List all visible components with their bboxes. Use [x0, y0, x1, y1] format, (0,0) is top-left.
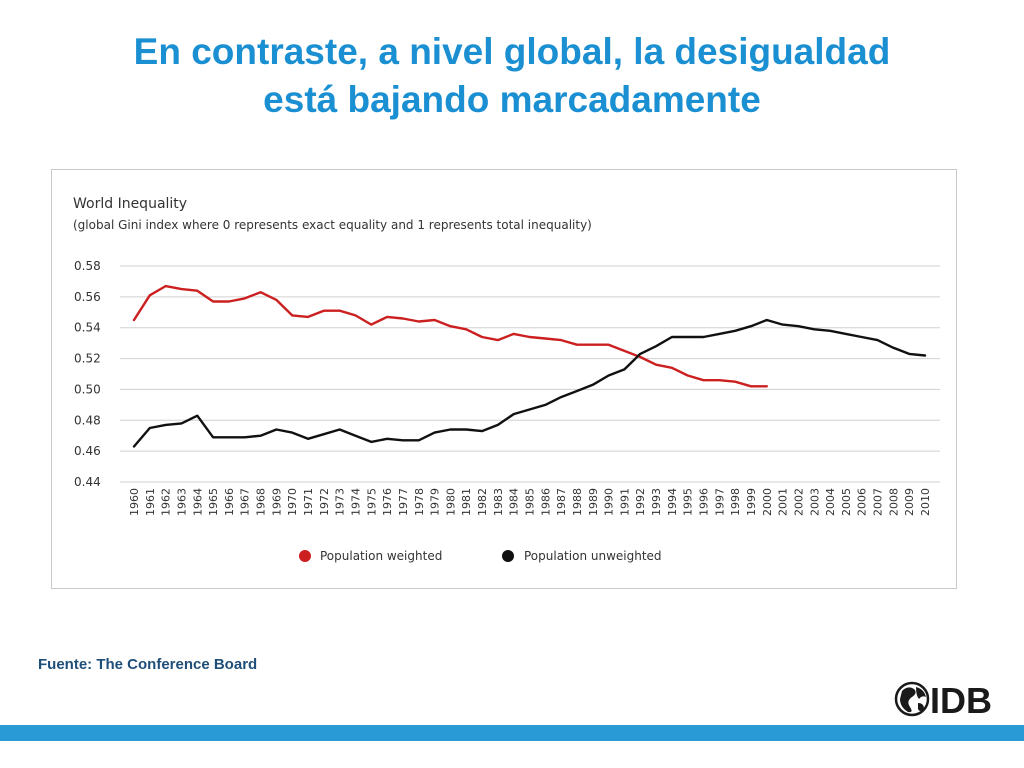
x-tick-label: 1967: [239, 488, 252, 516]
x-tick-label: 1961: [144, 488, 157, 516]
y-tick-label: 0.52: [74, 352, 101, 366]
y-tick-label: 0.46: [74, 444, 101, 458]
x-tick-label: 1984: [508, 488, 521, 516]
logo-text: IDB: [930, 680, 992, 719]
x-tick-label: 2002: [792, 488, 805, 516]
y-axis-ticks: 0.58 0.56 0.54 0.52 0.50 0.48 0.46 0.44: [74, 259, 101, 489]
x-tick-label: 2005: [840, 488, 853, 516]
x-tick-label: 1960: [128, 488, 141, 516]
legend-marker-weighted: [299, 550, 311, 562]
legend-label-weighted: Population weighted: [320, 549, 442, 563]
globe-icon: [894, 681, 930, 717]
chart-series: [132, 284, 927, 448]
y-tick-label: 0.44: [74, 475, 101, 489]
x-tick-label: 1988: [571, 488, 584, 516]
x-tick-label: 2001: [777, 488, 790, 516]
x-tick-label: 1974: [349, 488, 362, 516]
x-tick-label: 1965: [207, 488, 220, 516]
x-tick-label: 1991: [618, 488, 631, 516]
x-tick-label: 2008: [887, 488, 900, 516]
x-tick-label: 1975: [365, 488, 378, 516]
x-tick-label: 1968: [255, 488, 268, 516]
y-tick-label: 0.50: [74, 382, 101, 396]
x-tick-label: 2009: [903, 488, 916, 516]
slide-title-line-2: está bajando marcadamente: [263, 79, 761, 120]
x-tick-label: 1996: [698, 488, 711, 516]
legend-marker-unweighted: [502, 550, 514, 562]
x-tick-label: 1966: [223, 488, 236, 516]
x-tick-label: 1978: [413, 488, 426, 516]
y-tick-label: 0.56: [74, 290, 101, 304]
x-tick-label: 1963: [175, 488, 188, 516]
x-tick-label: 1992: [634, 488, 647, 516]
x-tick-label: 1962: [160, 488, 173, 516]
x-tick-label: 1972: [318, 488, 331, 516]
x-tick-label: 2010: [919, 488, 932, 516]
x-tick-label: 2000: [761, 488, 774, 516]
x-tick-label: 1980: [444, 488, 457, 516]
chart-subtitle: (global Gini index where 0 represents ex…: [73, 218, 592, 232]
slide-title-line-1: En contraste, a nivel global, la desigua…: [133, 31, 891, 72]
slide-title: En contraste, a nivel global, la desigua…: [40, 28, 984, 124]
x-tick-label: 1986: [539, 488, 552, 516]
x-tick-label: 1982: [476, 488, 489, 516]
x-tick-label: 1981: [460, 488, 473, 516]
x-tick-label: 1973: [334, 488, 347, 516]
x-tick-label: 1971: [302, 488, 315, 516]
x-tick-label: 1985: [524, 488, 537, 516]
x-tick-label: 2006: [856, 488, 869, 516]
x-tick-label: 1999: [745, 488, 758, 516]
x-tick-label: 1993: [650, 488, 663, 516]
series-line-population-unweighted: [132, 318, 927, 448]
x-tick-label: 1970: [286, 488, 299, 516]
idb-logo: IDB: [894, 680, 992, 719]
x-tick-label: 1989: [587, 488, 600, 516]
x-tick-label: 2004: [824, 488, 837, 516]
x-tick-label: 1998: [729, 488, 742, 516]
x-tick-label: 1997: [713, 488, 726, 516]
y-tick-label: 0.54: [74, 321, 101, 335]
chart-gridlines: [120, 265, 940, 483]
series-line-population-weighted: [132, 284, 768, 388]
x-tick-label: 1969: [270, 488, 283, 516]
x-tick-label: 1964: [191, 488, 204, 516]
x-tick-label: 1976: [381, 488, 394, 516]
x-tick-label: 2007: [872, 488, 885, 516]
x-tick-label: 2003: [808, 488, 821, 516]
legend-label-unweighted: Population unweighted: [524, 549, 662, 563]
source-note: Fuente: The Conference Board: [38, 656, 258, 673]
x-tick-label: 1995: [682, 488, 695, 516]
x-tick-label: 1979: [429, 488, 442, 516]
y-tick-label: 0.58: [74, 259, 101, 273]
x-axis-ticks: 1960 1961 1962 1963 1964 1965 1966 1967 1968 1969…: [128, 488, 932, 516]
x-tick-label: 1990: [603, 488, 616, 516]
x-tick-label: 1983: [492, 488, 505, 516]
x-tick-label: 1994: [666, 488, 679, 516]
y-tick-label: 0.48: [74, 413, 101, 427]
chart-title: World Inequality: [73, 196, 187, 212]
x-tick-label: 1977: [397, 488, 410, 516]
chart-legend: Population weighted Population unweighte…: [299, 549, 662, 563]
world-inequality-chart: World Inequality (global Gini index wher…: [73, 196, 940, 563]
footer-bar: [0, 725, 1024, 741]
chart-panel: World Inequality (global Gini index wher…: [51, 169, 957, 589]
x-tick-label: 1987: [555, 488, 568, 516]
